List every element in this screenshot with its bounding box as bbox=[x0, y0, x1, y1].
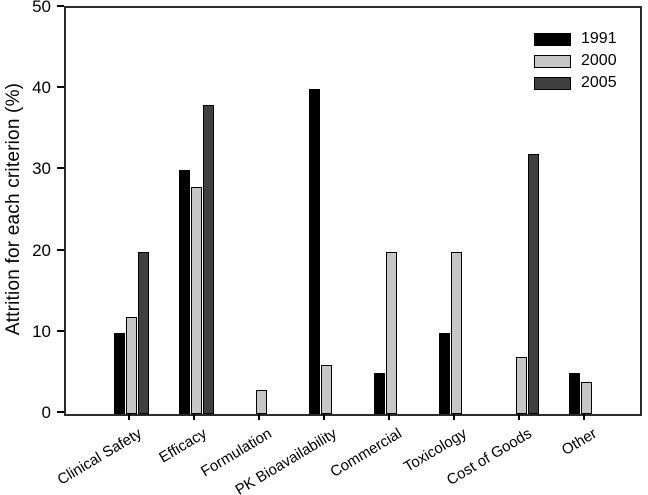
x-axis-tick bbox=[583, 414, 585, 420]
y-axis-tick-label: 50 bbox=[32, 0, 51, 17]
x-axis-category-label: Clinical Safety bbox=[54, 425, 145, 489]
x-axis-category-label: Commercial bbox=[327, 425, 405, 481]
y-axis-tick bbox=[57, 411, 64, 413]
y-axis-tick-label: 30 bbox=[32, 159, 51, 179]
bar-2005 bbox=[527, 154, 539, 414]
x-axis-category-label: Efficacy bbox=[156, 425, 210, 467]
y-axis-tick-label: 0 bbox=[41, 403, 51, 422]
y-axis-tick-label: 40 bbox=[32, 78, 51, 98]
legend-swatch-2005 bbox=[534, 76, 571, 90]
plot-area: 1991 2000 2005 bbox=[64, 6, 642, 416]
x-axis-tick bbox=[128, 414, 130, 420]
legend: 1991 2000 2005 bbox=[534, 28, 617, 94]
x-axis-tick bbox=[388, 414, 390, 420]
x-axis-tick bbox=[258, 414, 260, 420]
y-axis-tick bbox=[57, 248, 64, 251]
bar-2000 bbox=[255, 389, 267, 414]
y-axis-title-text: Attrition for each criterion (%) bbox=[3, 82, 24, 336]
x-axis-category-label: Other bbox=[558, 425, 600, 459]
bar-2000 bbox=[190, 186, 202, 414]
bar-2000 bbox=[515, 357, 527, 414]
legend-swatch-1991 bbox=[534, 32, 571, 46]
bar-1991 bbox=[113, 332, 125, 414]
legend-label: 2005 bbox=[581, 74, 617, 91]
bar-1991 bbox=[178, 170, 190, 414]
legend-swatch-2000 bbox=[534, 54, 571, 68]
x-axis-tick bbox=[453, 414, 455, 420]
y-axis-tick-label: 10 bbox=[32, 321, 51, 341]
legend-entry: 2000 bbox=[534, 50, 617, 72]
bar-1991 bbox=[568, 373, 580, 414]
legend-label: 2000 bbox=[581, 52, 617, 69]
legend-entry: 2005 bbox=[534, 72, 617, 94]
y-axis-tick bbox=[57, 167, 64, 170]
x-axis-tick bbox=[193, 414, 195, 420]
bar-2000 bbox=[320, 365, 332, 414]
y-axis-title: Attrition for each criterion (%) bbox=[1, 6, 27, 412]
y-axis-tick bbox=[57, 329, 64, 332]
bar-1991 bbox=[438, 332, 450, 414]
bar-1991 bbox=[308, 89, 320, 414]
y-axis-tick bbox=[57, 86, 64, 89]
bar-1991 bbox=[373, 373, 385, 414]
bar-2000 bbox=[580, 381, 592, 414]
bar-2005 bbox=[202, 105, 214, 414]
x-axis-tick bbox=[518, 414, 520, 420]
bar-2000 bbox=[385, 251, 397, 414]
legend-label: 1991 bbox=[581, 30, 617, 47]
bar-2000 bbox=[450, 251, 462, 414]
bar-2005 bbox=[137, 251, 149, 414]
y-axis-tick bbox=[57, 5, 64, 7]
legend-entry: 1991 bbox=[534, 28, 617, 50]
x-axis-tick bbox=[323, 414, 325, 420]
y-axis-tick-label: 20 bbox=[32, 240, 51, 260]
bar-2000 bbox=[125, 316, 137, 414]
